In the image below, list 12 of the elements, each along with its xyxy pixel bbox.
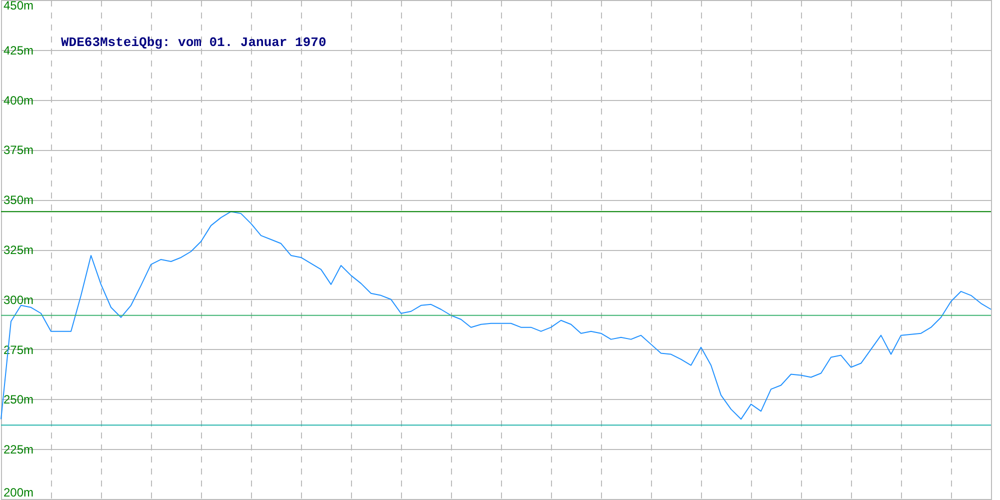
- y-tick-label: 450m: [4, 0, 34, 12]
- y-tick-label: 250m: [4, 392, 34, 407]
- y-tick-label: 375m: [4, 143, 34, 158]
- line-series: [0, 211, 992, 420]
- y-tick-label: 300m: [4, 292, 34, 307]
- y-tick-label: 350m: [4, 193, 34, 208]
- y-tick-label: 225m: [4, 442, 34, 457]
- y-tick-label: 325m: [4, 243, 34, 257]
- y-tick-label: 425m: [4, 43, 34, 58]
- text: WDE63MsteiQbg: vom 01. Januar 1970: [61, 35, 326, 50]
- y-tick-label: 200m: [4, 486, 34, 500]
- y-tick-label: 400m: [4, 93, 34, 108]
